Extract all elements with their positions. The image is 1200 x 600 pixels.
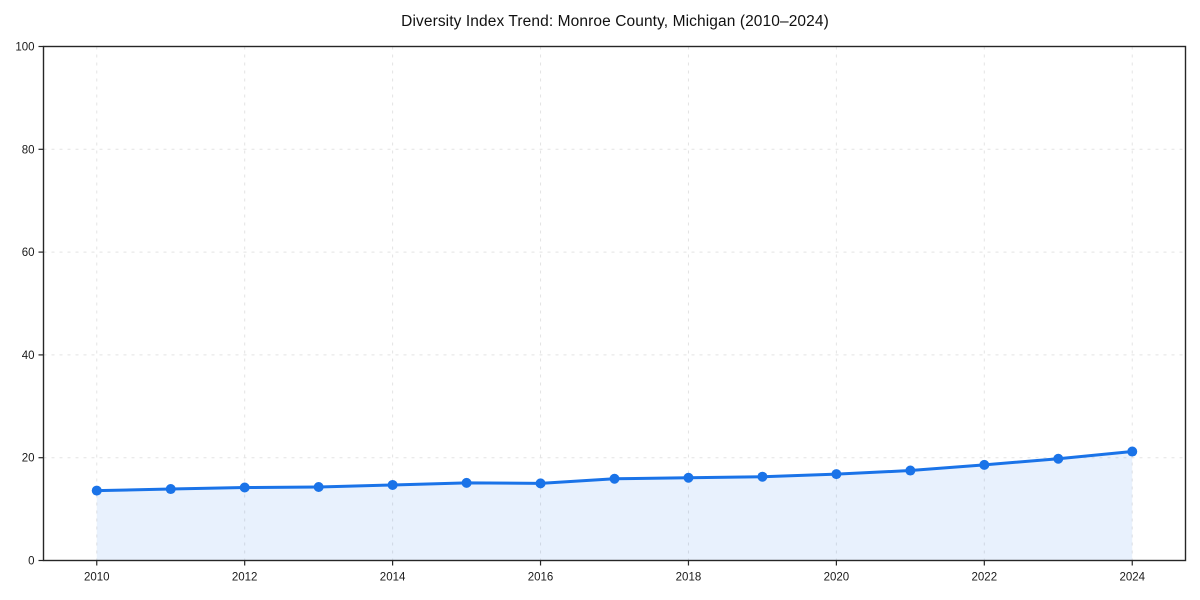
data-point-2022 [979,459,990,470]
x-tick-label: 2016 [528,572,554,584]
data-point-2010 [91,485,102,496]
x-tick-label: 2018 [676,572,702,584]
x-tick-label: 2014 [380,572,406,584]
data-point-2017 [609,473,620,484]
data-point-2023 [1053,453,1064,464]
x-tick-label: 2022 [972,572,998,584]
y-tick-label: 60 [22,247,35,259]
data-point-2012 [239,482,250,493]
y-tick-label: 40 [22,350,35,362]
data-point-2013 [313,481,324,492]
data-point-2011 [165,484,176,495]
data-point-2020 [831,469,842,480]
data-point-2024 [1127,446,1138,457]
x-tick-label: 2024 [1119,572,1145,584]
series-area-fill [96,451,1133,561]
data-point-2016 [535,478,546,489]
y-tick-label: 20 [22,453,35,465]
data-point-2019 [757,471,768,482]
x-tick-label: 2012 [232,572,258,584]
data-point-2021 [905,465,916,476]
x-tick-label: 2010 [84,572,110,584]
y-tick-label: 80 [22,144,35,156]
y-tick-label: 100 [15,42,34,54]
data-point-2015 [461,477,472,488]
data-point-2018 [683,472,694,483]
x-tick-label: 2020 [824,572,850,584]
data-point-2014 [387,479,398,490]
chart-title: Diversity Index Trend: Monroe County, Mi… [401,13,829,30]
y-tick-label: 0 [28,556,34,568]
plot-border [42,45,1187,562]
